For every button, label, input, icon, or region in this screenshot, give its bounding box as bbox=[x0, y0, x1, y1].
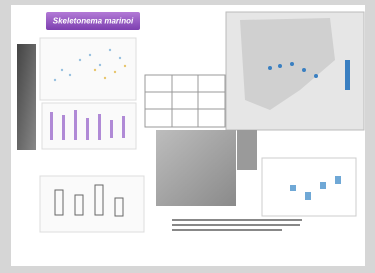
scatter-panel bbox=[40, 38, 136, 100]
box-panel bbox=[40, 176, 144, 232]
title: Skeletonema marinoi bbox=[53, 17, 134, 26]
page: Skeletonema marinoi (() => { const data … bbox=[0, 0, 375, 273]
micrograph bbox=[156, 130, 236, 206]
poster: Skeletonema marinoi bbox=[0, 0, 375, 273]
micrograph-inset bbox=[237, 130, 257, 170]
table-panel bbox=[145, 75, 225, 127]
side-strip bbox=[17, 44, 36, 150]
ratio-panel bbox=[262, 158, 356, 216]
map-panel bbox=[226, 12, 364, 130]
strip-panel bbox=[42, 103, 136, 149]
